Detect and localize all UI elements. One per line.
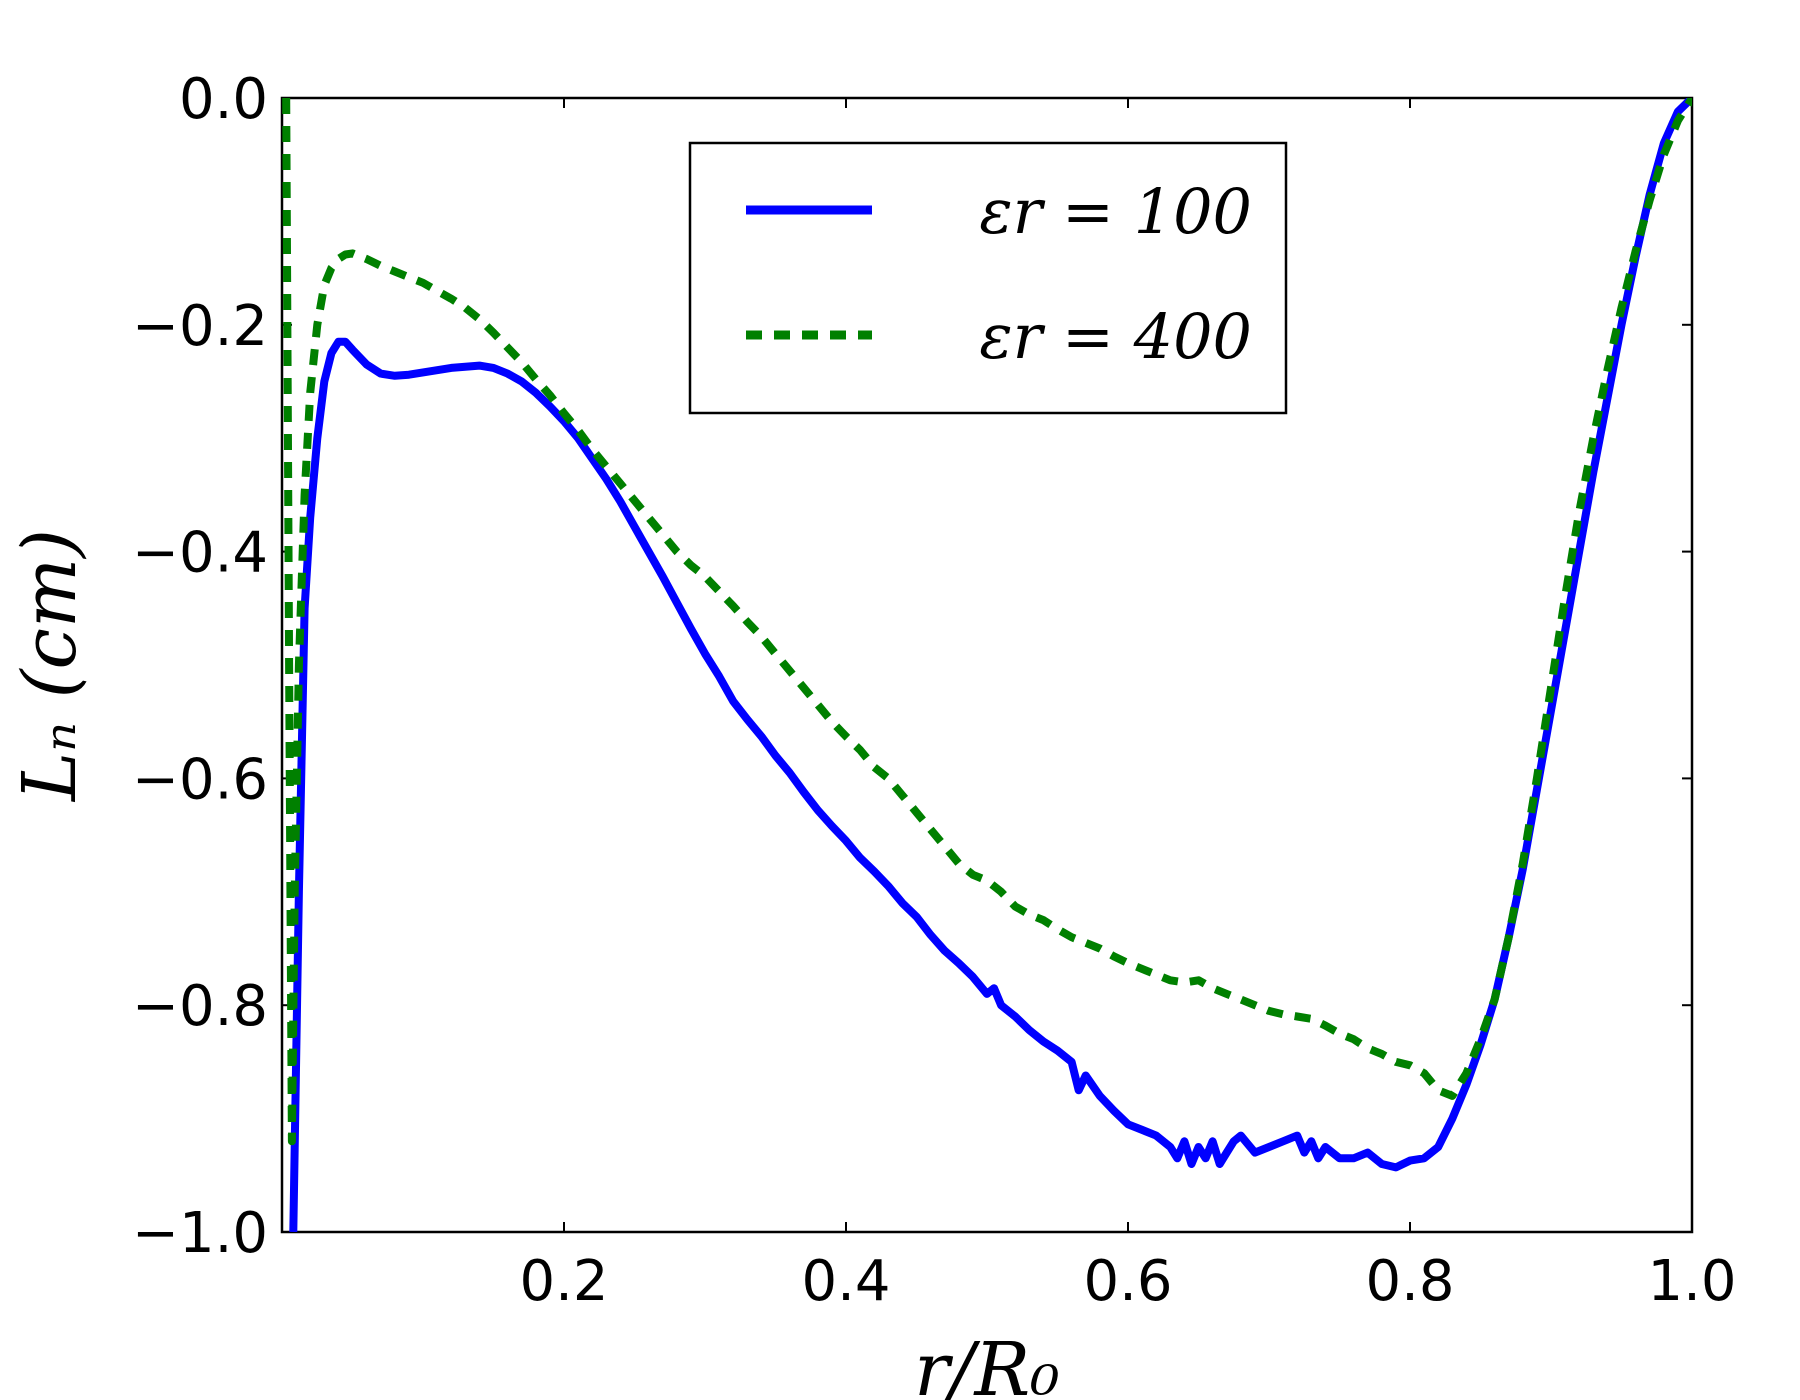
x-tick-label: 0.6 [1083,1249,1172,1314]
y-tick-label: −0.6 [132,747,268,812]
x-tick-label: 0.4 [801,1249,890,1314]
x-tick-label: 1.0 [1647,1249,1736,1314]
x-tick-label: 0.2 [519,1249,608,1314]
y-axis-label: Lₙ (cm) [7,529,93,803]
y-tick-label: 0.0 [179,67,268,132]
y-tick-label: −0.4 [132,521,268,586]
x-tick-label: 0.8 [1365,1249,1454,1314]
x-axis-label: r/R₀ [914,1327,1060,1400]
y-tick-label: −0.2 [132,294,268,359]
series-line-2 [282,98,1692,1146]
series-line-1 [289,98,1692,1232]
y-tick-label: −1.0 [132,1201,268,1266]
y-tick-labels: 0.0 −0.2 −0.4 −0.6 −0.8 −1.0 [132,67,268,1266]
y-tick-label: −0.8 [132,974,268,1039]
series-lines [282,98,1692,1232]
x-tick-labels: 0.2 0.4 0.6 0.8 1.0 [519,1249,1736,1314]
legend-box [688,141,1288,415]
legend: εr = 100 εr = 400 [688,141,1288,415]
legend-label-series-1: εr = 100 [979,175,1252,248]
legend-label-series-2: εr = 400 [979,300,1252,373]
